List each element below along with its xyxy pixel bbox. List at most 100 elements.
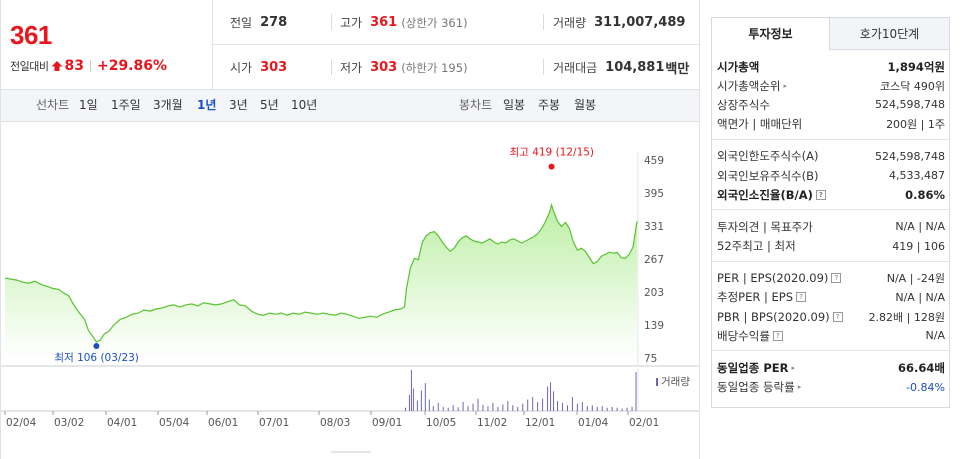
help-icon[interactable]: ? <box>832 311 843 322</box>
y-tick-label: 395 <box>644 188 664 200</box>
max-point-marker <box>548 163 555 170</box>
y-tick-label: 203 <box>644 287 664 299</box>
line-chart-label: 선차트 <box>36 98 70 112</box>
info-key-text: 상장주식수 <box>717 97 770 112</box>
tab-period-5y[interactable]: 5년 <box>260 98 279 112</box>
info-value: 4,533,487 <box>889 169 945 183</box>
price-line <box>4 202 638 343</box>
info-value: 524,598,748 <box>875 98 945 112</box>
info-row: 상장주식수 524,598,748 <box>717 95 945 114</box>
high-cell: 고가 361 (상한가 361) <box>340 0 468 45</box>
info-key: 액면가 | 매매단위 <box>717 116 802 132</box>
tab-candle-day[interactable]: 일봉 <box>503 98 526 112</box>
help-icon[interactable]: ? <box>815 189 826 200</box>
help-icon[interactable]: ? <box>831 273 842 284</box>
tab-candle-week[interactable]: 주봉 <box>538 98 561 112</box>
info-row: 액면가 | 매매단위 200원 | 1주 <box>717 115 945 134</box>
volume-value: 311,007,489 <box>594 15 686 30</box>
x-tick-label: 04/01 <box>107 417 137 429</box>
y-tick-label: 459 <box>644 155 664 167</box>
info-key: 투자의견 | 목표주가 <box>717 219 813 235</box>
tab-period-3m[interactable]: 3개월 <box>153 98 183 112</box>
amount-label: 거래대금 <box>553 61 598 75</box>
info-key: 외국인소진율(B/A)? <box>717 187 826 203</box>
info-key-text: 외국인한도주식수(A) <box>717 149 819 164</box>
price-area-fill <box>5 204 637 358</box>
info-key: 배당수익률? <box>717 328 783 344</box>
x-tick-label: 09/01 <box>372 417 402 429</box>
tab-investment-info[interactable]: 투자정보 <box>712 18 830 50</box>
info-row: 투자의견 | 목표주가 N/A | N/A <box>717 217 945 236</box>
x-tick-label: 02/01 <box>629 417 659 429</box>
info-row: 배당수익률? N/A <box>717 326 945 345</box>
price-chart: 459 395 331 267 203 139 75 거래량 02/04 03/02 04/01… <box>0 122 700 459</box>
info-value: N/A <box>925 329 945 343</box>
x-tick-label: 01/04 <box>578 417 609 429</box>
candle-chart-label: 봉차트 <box>459 98 493 112</box>
x-tick-label: 12/01 <box>525 417 555 429</box>
amount-unit: 백만 <box>665 62 690 77</box>
info-key-text: 시가총액순위 <box>717 78 781 93</box>
info-key-text: PBR | BPS(2020.09) <box>717 309 830 324</box>
divider <box>331 59 332 75</box>
change-percent: +29.86% <box>96 58 168 74</box>
stat-row-2: 시가 303 저가 303 (하한가 195) 거래대금 104,881 백만 <box>213 45 701 90</box>
investment-info-panel: 투자정보 호가10단계 시가총액 1,894억원 시가총액순위 ▸ 코스닥 490위 상장… <box>711 17 950 408</box>
x-tick-label: 03/02 <box>54 417 84 429</box>
info-key-text: 시가총액 <box>717 59 760 74</box>
volume-legend-label: 거래량 <box>661 376 690 388</box>
price-box: 361 전일대비 83 +29.86% <box>1 0 213 90</box>
min-point-marker <box>93 343 100 350</box>
tab-period-1y[interactable]: 1년 <box>197 98 217 112</box>
x-tick-label: 11/02 <box>477 417 507 429</box>
info-value: 524,598,748 <box>875 149 945 163</box>
tab-orderbook[interactable]: 호가10단계 <box>830 18 949 50</box>
upper-limit: (상한가 361) <box>401 15 468 30</box>
low-cell: 저가 303 (하한가 195) <box>340 45 468 90</box>
chevron-right-icon: ▸ <box>797 383 802 392</box>
tab-candle-month[interactable]: 월봉 <box>574 98 597 112</box>
info-key-text: PER | EPS(2020.09) <box>717 271 829 286</box>
info-key-text: 52주최고 | 최저 <box>717 239 796 254</box>
info-key[interactable]: 동일업종 등락률 ▸ <box>717 379 801 395</box>
info-value: -0.84% <box>906 380 945 394</box>
help-icon[interactable]: ? <box>772 330 783 341</box>
chart-period-tabs: 선차트 1일 1주일 3개월 1년 3년 5년 10년 봉차트 일봉 주봉 월봉 <box>0 90 700 122</box>
change-row: 전일대비 83 +29.86% <box>10 57 167 75</box>
info-row: 외국인보유주식수(B) 4,533,487 <box>717 166 945 185</box>
x-tick-label: 08/03 <box>320 417 350 429</box>
change-label: 전일대비 <box>10 60 49 73</box>
info-value: 2.82배 | 128원 <box>868 310 945 324</box>
low-label: 저가 <box>340 61 363 75</box>
info-key: 시가총액 <box>717 59 759 75</box>
help-icon[interactable]: ? <box>796 292 807 303</box>
x-tick-label: 07/01 <box>259 417 289 429</box>
stat-grid: 전일 278 고가 361 (상한가 361) 거래량 311,007,489 … <box>213 0 701 90</box>
tab-period-10y[interactable]: 10년 <box>291 98 318 112</box>
info-key[interactable]: 동일업종 PER ▸ <box>717 360 795 376</box>
amount-value: 104,881 <box>605 60 665 75</box>
info-row: 시가총액순위 ▸ 코스닥 490위 <box>717 76 945 95</box>
amount-cell: 거래대금 104,881 백만 <box>553 45 689 90</box>
side-tabs: 투자정보 호가10단계 <box>712 18 949 50</box>
info-row: 추정PER | EPS? N/A | N/A <box>717 288 945 307</box>
max-price-label: 최고 419 (12/15) <box>510 147 595 159</box>
stock-summary: 361 전일대비 83 +29.86% 전일 278 고가 361 (상한가 3… <box>0 0 701 90</box>
info-key: 외국인보유주식수(B) <box>717 168 819 184</box>
info-value: 0.86% <box>905 187 945 202</box>
open-cell: 시가 303 <box>230 45 287 90</box>
info-key[interactable]: 시가총액순위 ▸ <box>717 78 787 94</box>
info-row: 시가총액 1,894억원 <box>717 57 945 76</box>
info-key: PBR | BPS(2020.09)? <box>717 310 843 324</box>
y-tick-label: 139 <box>644 320 664 332</box>
chevron-right-icon: ▸ <box>791 364 795 373</box>
info-key: 상장주식수 <box>717 97 770 113</box>
info-group: 외국인한도주식수(A) 524,598,748 외국인보유주식수(B) 4,533,4… <box>712 140 949 211</box>
x-tick-label: 06/01 <box>208 417 238 429</box>
info-key: 52주최고 | 최저 <box>717 238 796 254</box>
tab-period-3y[interactable]: 3년 <box>229 98 248 112</box>
tab-period-1w[interactable]: 1주일 <box>111 98 141 112</box>
volume-cell: 거래량 311,007,489 <box>553 0 685 45</box>
volume-label: 거래량 <box>553 16 587 30</box>
tab-period-1d[interactable]: 1일 <box>79 98 98 112</box>
